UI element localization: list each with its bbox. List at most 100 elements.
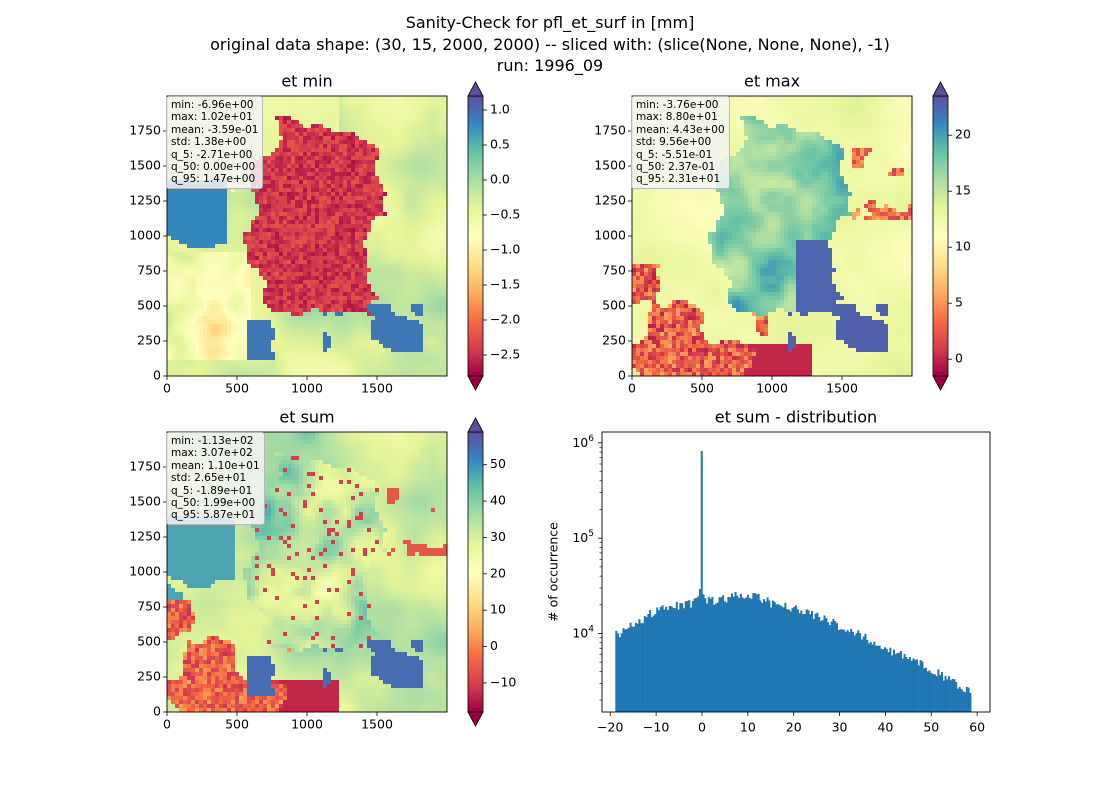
heatmap-cell bbox=[279, 192, 284, 197]
heatmap-cell bbox=[223, 356, 228, 361]
heatmap-cell bbox=[171, 316, 176, 321]
heatmap-cell bbox=[291, 96, 296, 101]
heatmap-cell bbox=[427, 128, 432, 133]
heatmap-cell bbox=[207, 336, 212, 341]
heatmap-cell bbox=[431, 148, 436, 153]
heatmap-cell bbox=[427, 184, 432, 189]
heatmap-cell bbox=[391, 200, 396, 205]
heatmap-cell bbox=[167, 248, 172, 253]
heatmap-cell bbox=[191, 212, 196, 217]
heatmap-cell bbox=[339, 152, 344, 157]
heatmap-cell bbox=[251, 204, 256, 209]
heatmap-cell bbox=[343, 100, 348, 105]
heatmap-cell bbox=[431, 104, 436, 109]
heatmap-cell bbox=[215, 200, 220, 205]
heatmap-cell bbox=[367, 164, 372, 169]
heatmap-cell bbox=[367, 296, 372, 301]
et-min-title: et min bbox=[281, 72, 332, 91]
heatmap-cell bbox=[283, 240, 288, 245]
heatmap-cell bbox=[263, 336, 268, 341]
heatmap-cell bbox=[443, 356, 448, 361]
heatmap-cell bbox=[427, 348, 432, 353]
heatmap-cell bbox=[271, 236, 276, 241]
heatmap-cell bbox=[199, 304, 204, 309]
heatmap-cell bbox=[227, 228, 232, 233]
heatmap-cell bbox=[175, 316, 180, 321]
heatmap-cell bbox=[291, 308, 296, 313]
heatmap-cell bbox=[267, 152, 272, 157]
heatmap-cell bbox=[239, 224, 244, 229]
heatmap-cell bbox=[399, 244, 404, 249]
heatmap-cell bbox=[391, 328, 396, 333]
heatmap-cell bbox=[391, 324, 396, 329]
heatmap-cell bbox=[299, 196, 304, 201]
heatmap-cell bbox=[327, 336, 332, 341]
heatmap-cell bbox=[383, 100, 388, 105]
y-tick-label: 0 bbox=[153, 368, 161, 383]
heatmap-cell bbox=[435, 156, 440, 161]
heatmap-cell bbox=[283, 332, 288, 337]
heatmap-cell bbox=[283, 124, 288, 129]
heatmap-cell bbox=[355, 224, 360, 229]
heatmap-cell bbox=[319, 276, 324, 281]
heatmap-cell bbox=[387, 244, 392, 249]
heatmap-cell bbox=[411, 244, 416, 249]
heatmap-cell bbox=[403, 144, 408, 149]
heatmap-cell bbox=[219, 348, 224, 353]
heatmap-cell bbox=[267, 156, 272, 161]
heatmap-cell bbox=[303, 280, 308, 285]
heatmap-cell bbox=[283, 128, 288, 133]
heatmap-cell bbox=[387, 300, 392, 305]
heatmap-cell bbox=[363, 320, 368, 325]
heatmap-cell bbox=[291, 104, 296, 109]
heatmap-cell bbox=[399, 128, 404, 133]
heatmap-cell bbox=[351, 316, 356, 321]
heatmap-cell bbox=[307, 160, 312, 165]
heatmap-cell bbox=[351, 100, 356, 105]
heatmap-cell bbox=[351, 232, 356, 237]
heatmap-cell bbox=[411, 356, 416, 361]
heatmap-cell bbox=[371, 132, 376, 137]
heatmap-cell bbox=[187, 308, 192, 313]
heatmap-cell bbox=[343, 304, 348, 309]
heatmap-cell bbox=[191, 312, 196, 317]
heatmap-cell bbox=[311, 172, 316, 177]
heatmap-cell bbox=[267, 100, 272, 105]
heatmap-cell bbox=[247, 232, 252, 237]
heatmap-cell bbox=[275, 176, 280, 181]
heatmap-cell bbox=[215, 332, 220, 337]
heatmap-cell bbox=[363, 312, 368, 317]
heatmap-cell bbox=[223, 232, 228, 237]
x-tick-label: 0 bbox=[163, 381, 171, 396]
heatmap-cell bbox=[231, 252, 236, 257]
heatmap-cell bbox=[287, 356, 292, 361]
heatmap-cell bbox=[431, 284, 436, 289]
heatmap-cell bbox=[335, 352, 340, 357]
heatmap-cell bbox=[291, 200, 296, 205]
heatmap-cell bbox=[219, 320, 224, 325]
heatmap-cell bbox=[315, 212, 320, 217]
heatmap-cell bbox=[231, 244, 236, 249]
heatmap-cell bbox=[351, 192, 356, 197]
heatmap-cell bbox=[387, 112, 392, 117]
heatmap-cell bbox=[307, 124, 312, 129]
heatmap-cell bbox=[215, 348, 220, 353]
heatmap-cell bbox=[343, 316, 348, 321]
heatmap-cell bbox=[323, 124, 328, 129]
heatmap-cell bbox=[219, 228, 224, 233]
heatmap-cell bbox=[323, 164, 328, 169]
heatmap-cell bbox=[211, 240, 216, 245]
heatmap-cell bbox=[387, 232, 392, 237]
heatmap-cell bbox=[183, 372, 188, 377]
heatmap-cell bbox=[211, 284, 216, 289]
heatmap-cell bbox=[335, 216, 340, 221]
heatmap-cell bbox=[407, 124, 412, 129]
heatmap-cell bbox=[371, 320, 376, 325]
heatmap-cell bbox=[343, 340, 348, 345]
heatmap-cell bbox=[363, 112, 368, 117]
heatmap-cell bbox=[271, 200, 276, 205]
heatmap-cell bbox=[251, 316, 256, 321]
heatmap-cell bbox=[315, 220, 320, 225]
heatmap-cell bbox=[435, 292, 440, 297]
heatmap-cell bbox=[339, 236, 344, 241]
